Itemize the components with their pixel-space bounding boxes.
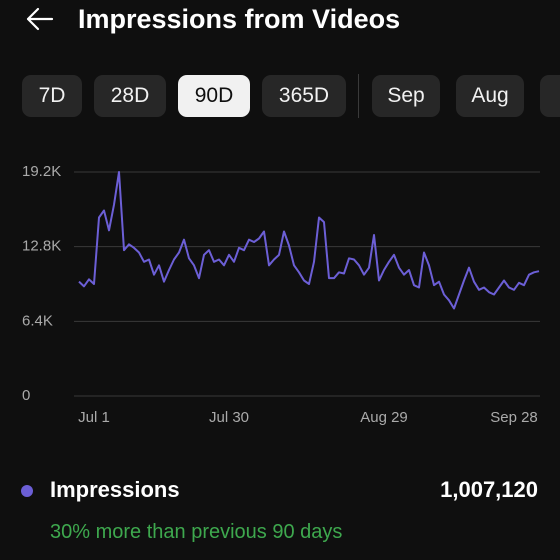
y-tick-label: 0: [22, 387, 30, 404]
range-tab[interactable]: J: [540, 75, 560, 117]
back-button[interactable]: [20, 0, 60, 40]
x-tick-label: Aug 29: [360, 409, 408, 426]
legend-label: Impressions: [50, 477, 180, 502]
x-tick-label: Jul 1: [78, 409, 110, 426]
page-title: Impressions from Videos: [78, 4, 401, 34]
range-tab[interactable]: 90D: [178, 75, 250, 117]
legend-dot: [21, 485, 33, 497]
range-tab[interactable]: 365D: [262, 75, 346, 117]
y-tick-label: 19.2K: [22, 163, 61, 180]
range-tab[interactable]: Aug: [456, 75, 524, 117]
x-tick-label: Sep 28: [490, 409, 538, 426]
tab-divider: [358, 74, 359, 118]
data-line: [78, 171, 540, 310]
total-value: 1,007,120: [440, 477, 538, 502]
x-tick-label: Jul 30: [209, 409, 249, 426]
chart: 0 6.4K 12.8K 19.2K Jul 1 Jul 30 Aug 29 Sep 28: [22, 163, 540, 426]
y-tick-label: 12.8K: [22, 238, 61, 255]
range-tab[interactable]: 28D: [94, 75, 166, 117]
range-tab[interactable]: Sep: [372, 75, 440, 117]
comparison-text: 30% more than previous 90 days: [50, 521, 343, 543]
y-tick-label: 6.4K: [22, 312, 53, 329]
range-tab[interactable]: 7D: [22, 75, 82, 117]
